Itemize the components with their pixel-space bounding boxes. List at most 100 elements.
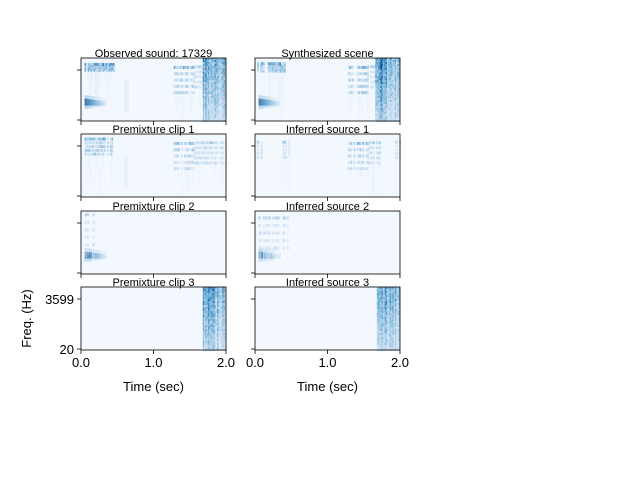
broadband-bin — [204, 102, 206, 105]
broadband-bin — [397, 345, 399, 348]
harmonic-bin — [179, 72, 182, 76]
broadband-bin — [384, 118, 386, 121]
broadband-bin — [222, 94, 224, 97]
harmonic-bin — [364, 65, 366, 69]
harmonic-tail — [96, 71, 98, 106]
harmonic-bin — [362, 160, 365, 164]
harmonic-bin — [367, 72, 369, 76]
harmonic-bin — [350, 78, 353, 82]
harmonic-bin — [373, 146, 375, 150]
harmonic-tail — [358, 95, 360, 118]
spectro-event — [124, 80, 129, 112]
broadband-bin — [218, 68, 220, 71]
broadband-bin — [382, 329, 384, 332]
broadband-bin — [388, 104, 390, 107]
broadband-bin — [223, 347, 225, 350]
harmonic-bin — [93, 67, 96, 71]
harmonic-bin — [219, 146, 222, 150]
broadband-bin — [378, 305, 380, 308]
broadband-bin — [208, 118, 210, 121]
harmonic-bin — [266, 216, 268, 220]
broadband-bin — [396, 114, 398, 117]
harmonic-bin — [219, 156, 222, 160]
broadband-bin — [217, 70, 219, 73]
broadband-bin — [387, 315, 389, 318]
harmonic-bin — [92, 145, 94, 149]
broadband-bin — [383, 88, 385, 91]
broadband-bin — [378, 313, 380, 316]
harmonic-bin — [187, 160, 189, 164]
broadband-bin — [217, 94, 219, 97]
broadband-bin — [205, 311, 207, 314]
harmonic-bin — [261, 69, 264, 73]
broadband-bin — [380, 305, 383, 308]
broadband-bin — [205, 329, 207, 332]
broadband-bin — [210, 329, 212, 332]
broadband-bin — [379, 86, 381, 89]
broadband-bin — [392, 323, 394, 326]
harmonic-bin — [188, 141, 191, 145]
harmonic-bin — [273, 67, 276, 71]
broadband-bin — [219, 100, 222, 103]
broadband-bin — [377, 92, 380, 95]
broadband-bin — [218, 287, 220, 290]
broadband-bin — [391, 325, 393, 328]
harmonic-bin — [184, 154, 186, 158]
broadband-bin — [206, 345, 209, 348]
harmonic-bin — [98, 137, 100, 141]
broadband-bin — [213, 60, 215, 63]
broadband-bin — [202, 321, 205, 324]
broadband-bin — [217, 102, 219, 105]
broadband-bin — [375, 66, 377, 69]
broadband-bin — [205, 64, 207, 67]
harmonic-bin — [365, 91, 368, 95]
spectro-event — [124, 156, 129, 188]
broadband-bin — [388, 76, 390, 79]
broadband-bin — [377, 78, 380, 81]
broadband-bin — [393, 68, 395, 71]
broadband-bin — [215, 60, 218, 63]
harmonic-bin — [284, 246, 286, 250]
broadband-bin — [388, 114, 390, 117]
harmonic-tail — [182, 95, 184, 117]
broadband-bin — [380, 343, 383, 346]
harmonic-bin — [282, 155, 285, 159]
harmonic-bin — [276, 62, 279, 66]
harmonic-bin — [187, 167, 189, 171]
harmonic-bin — [376, 141, 378, 145]
broadband-bin — [396, 337, 398, 340]
broadband-bin — [215, 301, 218, 304]
broadband-bin — [209, 325, 211, 328]
harmonic-bin — [257, 65, 259, 69]
broadband-bin — [221, 311, 223, 314]
broadband-bin — [396, 303, 398, 306]
broadband-bin — [376, 289, 379, 292]
spectro-event — [173, 65, 195, 119]
harmonic-bin — [215, 151, 217, 155]
broadband-bin — [223, 106, 225, 109]
broadband-bin — [393, 62, 395, 65]
broadband-bin — [383, 293, 385, 296]
broadband-bin — [385, 116, 388, 119]
broadband-bin — [379, 305, 381, 308]
broadband-bin — [375, 64, 377, 67]
broadband-bin — [382, 315, 384, 318]
broadband-bin — [397, 68, 399, 71]
broadband-bin — [388, 343, 390, 346]
broadband-bin — [209, 100, 211, 103]
broadband-bin — [213, 339, 215, 342]
broadband-bin — [215, 345, 218, 348]
broadband-bin — [376, 118, 379, 121]
broadband-bin — [219, 299, 222, 302]
broadband-bin — [384, 100, 386, 103]
broadband-bin — [202, 323, 205, 326]
broadband-bin — [223, 313, 225, 316]
harmonic-bin — [111, 141, 114, 145]
broadband-bin — [204, 309, 206, 312]
broadband-bin — [395, 291, 397, 294]
harmonic-bin — [273, 246, 276, 250]
harmonic-bin — [190, 78, 192, 82]
broadband-bin — [388, 58, 390, 61]
broadband-bin — [205, 86, 207, 89]
harmonic-bin — [86, 213, 88, 217]
